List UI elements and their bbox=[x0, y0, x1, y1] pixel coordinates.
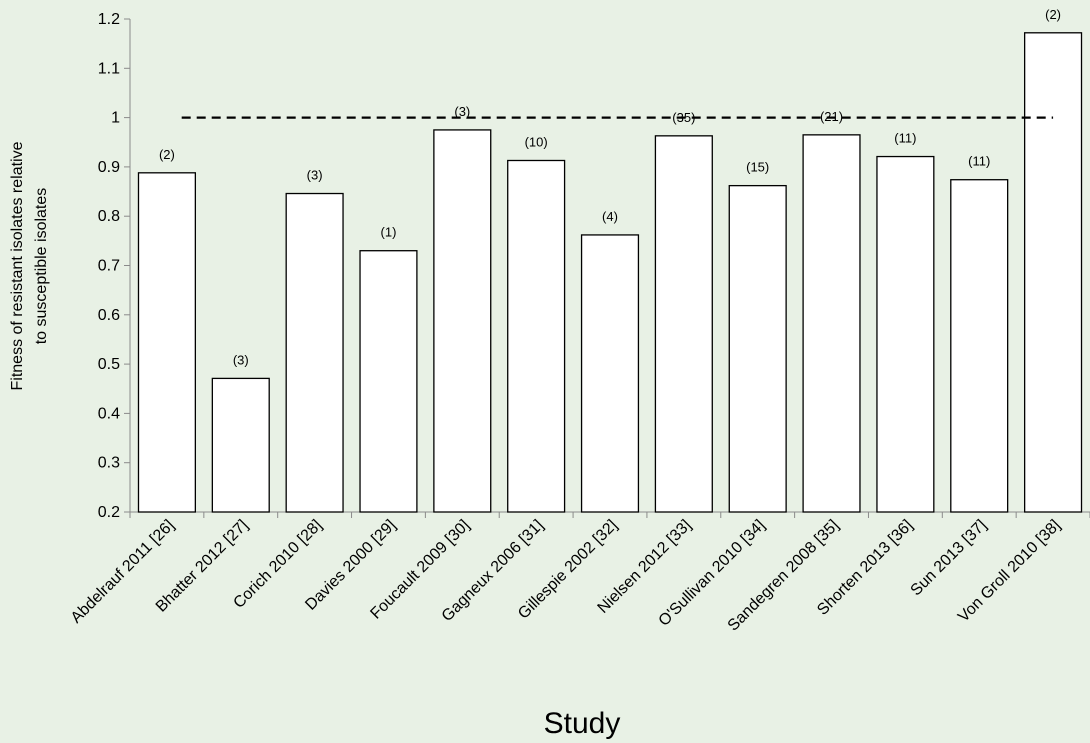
x-axis-title: Study bbox=[544, 707, 621, 740]
bar bbox=[433, 129, 492, 513]
bar bbox=[728, 184, 787, 513]
bars bbox=[137, 32, 1083, 513]
bar bbox=[802, 134, 861, 513]
bar bbox=[285, 192, 344, 513]
sample-count-label: (2) bbox=[1045, 7, 1061, 22]
bar bbox=[580, 234, 640, 513]
sample-count-label: (11) bbox=[894, 131, 916, 146]
bar bbox=[654, 135, 713, 513]
bar bbox=[137, 172, 197, 513]
y-tick-label: 0.8 bbox=[98, 208, 120, 225]
sample-count-label: (4) bbox=[602, 209, 618, 224]
sample-count-label: (21) bbox=[820, 109, 843, 124]
y-axis-title-line-2: to susceptible isolates bbox=[33, 188, 50, 345]
sample-count-label: (1) bbox=[381, 225, 397, 240]
y-tick-label: 0.7 bbox=[98, 258, 120, 275]
bar bbox=[876, 155, 935, 513]
y-tick-label: 1.1 bbox=[98, 60, 120, 77]
y-tick-label: 0.5 bbox=[98, 356, 120, 373]
bar bbox=[950, 179, 1009, 513]
sample-count-label: (11) bbox=[968, 154, 990, 169]
y-tick-label: 0.4 bbox=[98, 405, 120, 422]
sample-count-labels: (2)(3)(3)(1)(3)(10)(4)(35)(15)(21)(11)(1… bbox=[159, 7, 1061, 368]
x-tick-label: Sun 2013 [37] bbox=[908, 517, 990, 599]
bar bbox=[211, 377, 270, 513]
y-tick-label: 0.6 bbox=[98, 307, 120, 324]
y-tick-label: 0.3 bbox=[98, 455, 120, 472]
sample-count-label: (3) bbox=[454, 104, 470, 119]
y-axis: 0.2 0.3 0.4 0.5 0.6 0.7 0.8 0.9 1 1.1 1.2 bbox=[98, 11, 131, 521]
y-tick-label: 0.2 bbox=[98, 504, 120, 521]
bar bbox=[1023, 32, 1083, 513]
sample-count-label: (3) bbox=[233, 352, 249, 367]
y-tick-label: 1 bbox=[111, 110, 120, 127]
bar bbox=[507, 159, 566, 513]
sample-count-label: (2) bbox=[159, 147, 175, 162]
sample-count-label: (15) bbox=[746, 160, 769, 175]
sample-count-label: (10) bbox=[525, 134, 548, 149]
sample-count-label: (3) bbox=[307, 168, 323, 183]
y-tick-label: 1.2 bbox=[98, 11, 120, 28]
y-tick-label: 0.9 bbox=[98, 159, 120, 176]
bar bbox=[359, 250, 418, 513]
x-axis: Abdelrauf 2011 [26]Bhatter 2012 [27]Cori… bbox=[68, 511, 1090, 635]
y-axis-title-line-1: Fitness of resistant isolates relative bbox=[9, 141, 26, 390]
